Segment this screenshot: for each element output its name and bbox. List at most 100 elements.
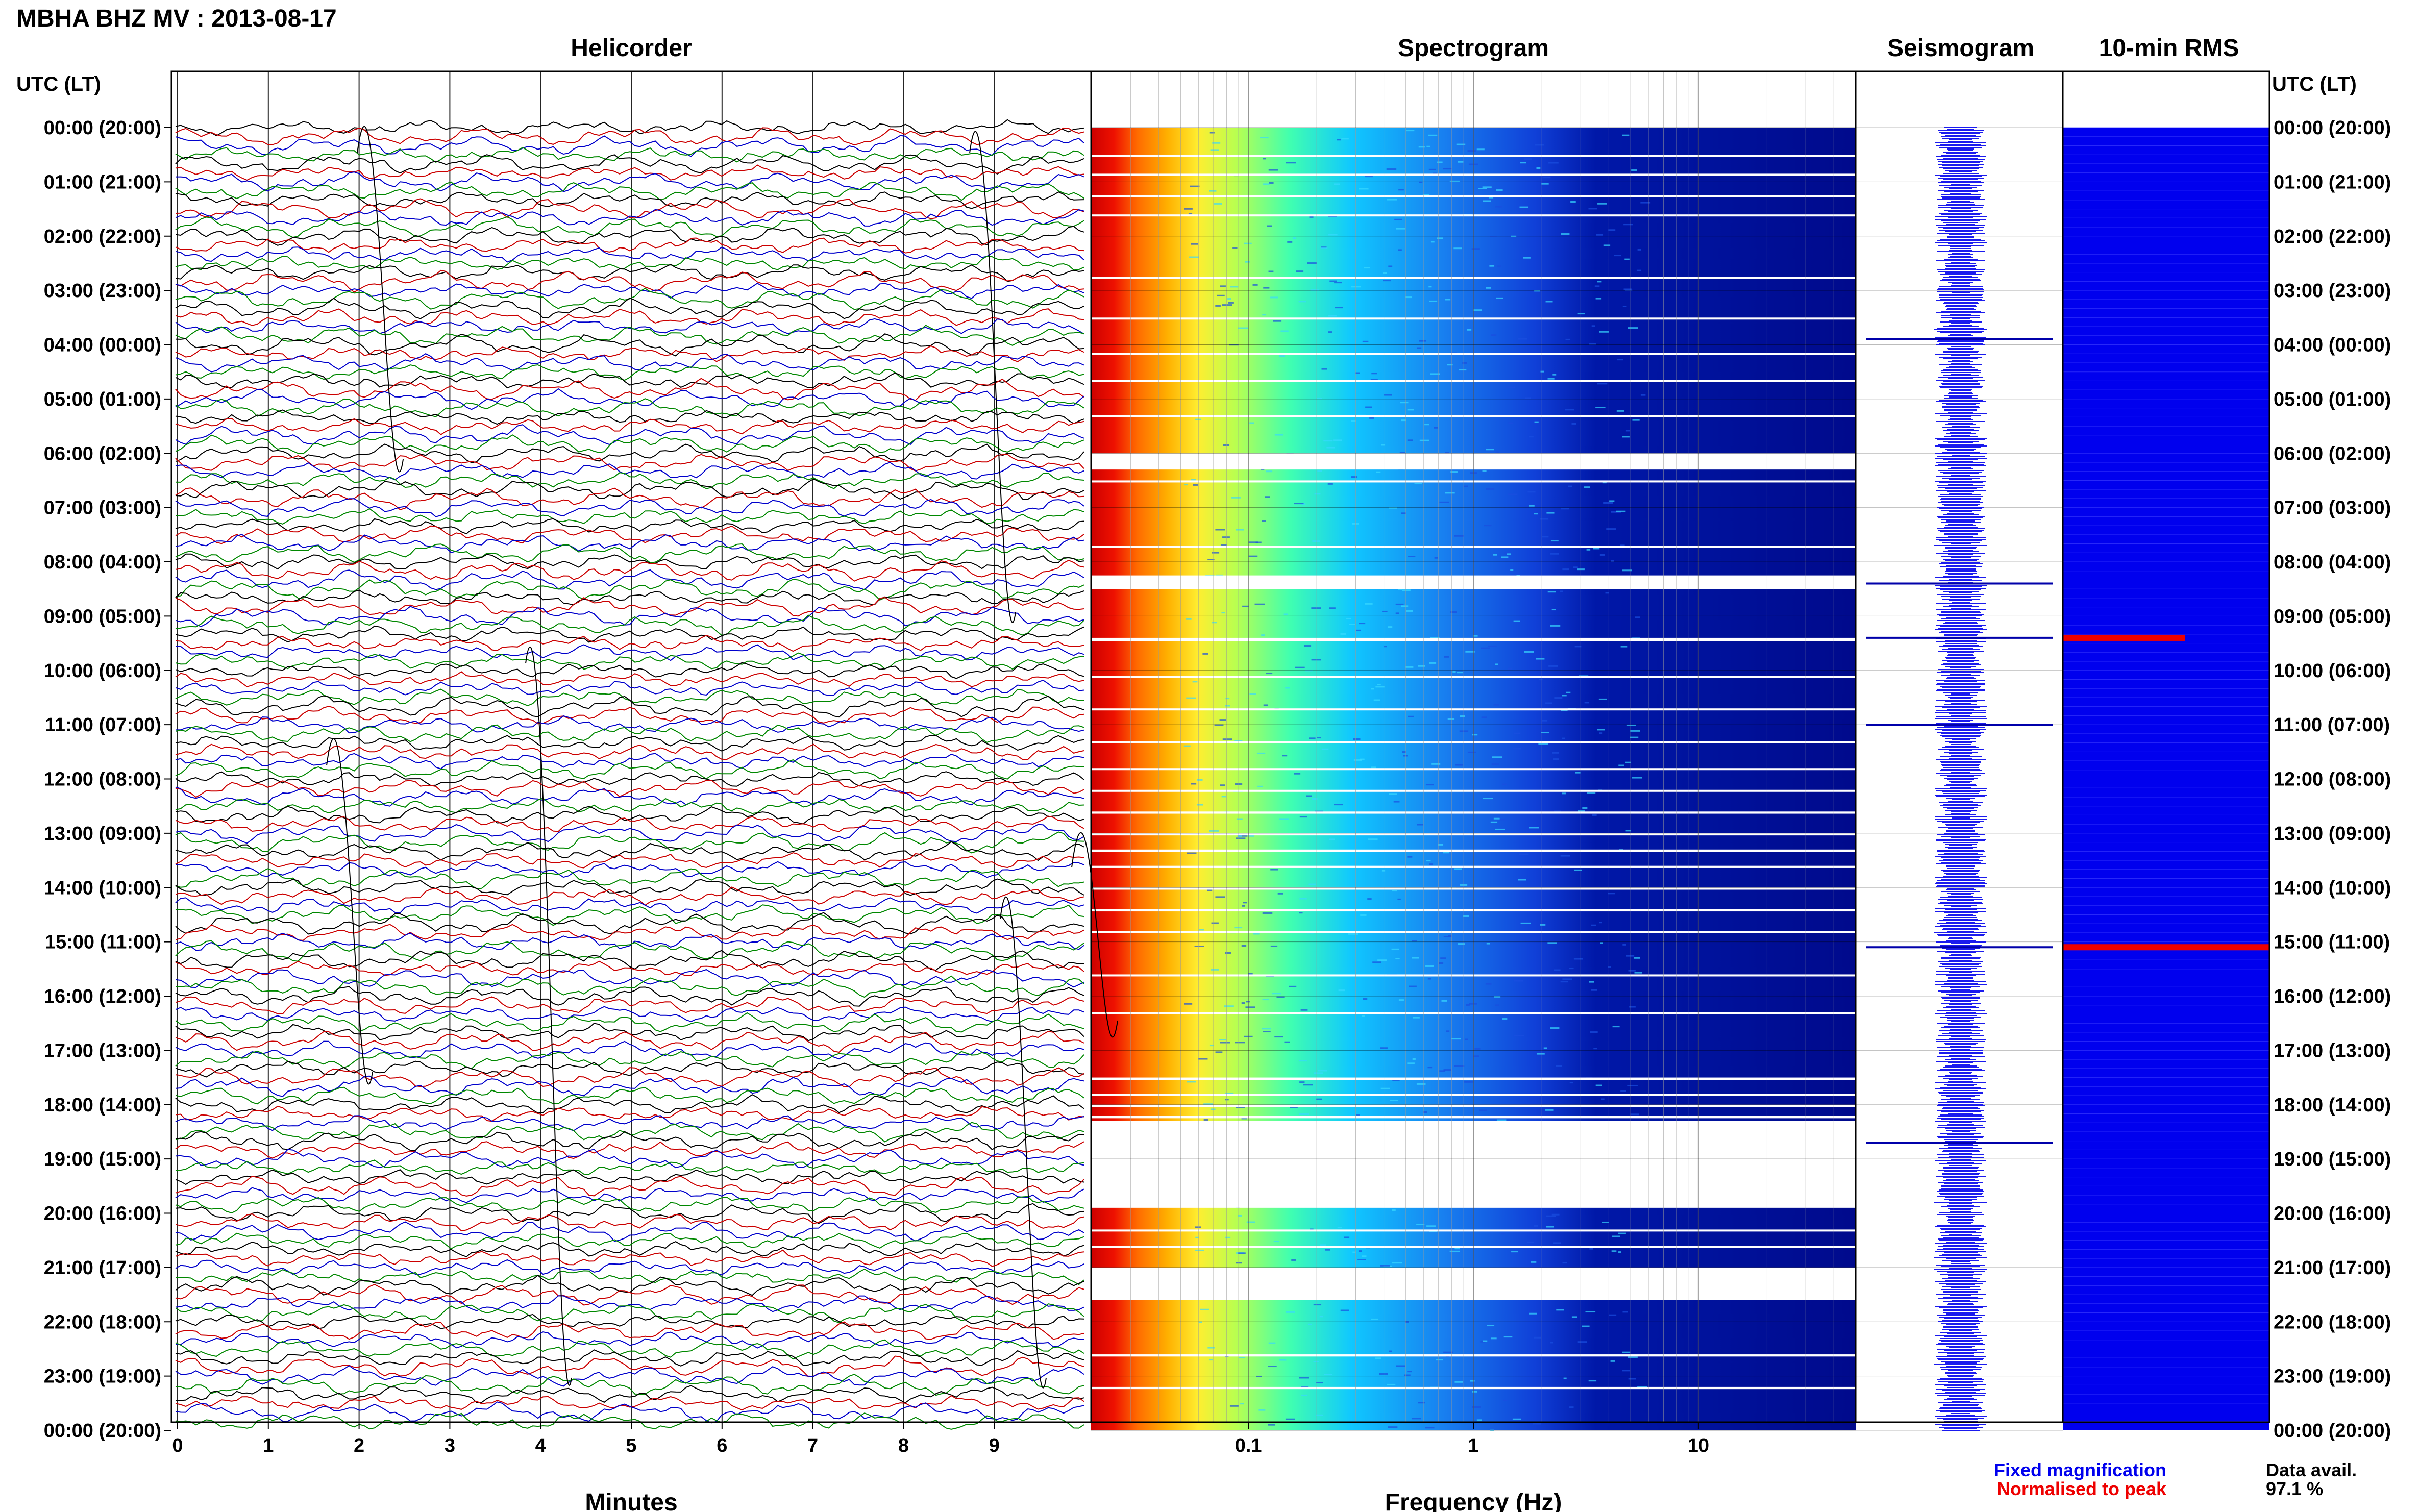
helicorder-trace (175, 1115, 1084, 1131)
spectrogram-speckle (1380, 1265, 1390, 1267)
spectrogram-speckle (1225, 1236, 1231, 1238)
spectrogram-speckle (1591, 924, 1596, 926)
spectrogram-speckle (1249, 693, 1256, 695)
spectrogram-speckle (1377, 684, 1381, 686)
spectrogram-speckle (1622, 134, 1630, 136)
helicorder-trace (175, 806, 1084, 825)
hour-label-left: 10:00 (06:00) (44, 660, 161, 682)
spectrogram-speckle (1577, 1341, 1587, 1343)
hour-label-right: 14:00 (10:00) (2274, 877, 2391, 899)
spectrogram-speckle (1464, 485, 1468, 487)
station-title: MBHA BHZ MV : 2013-08-17 (16, 5, 337, 32)
spectrogram-speckle (1346, 617, 1351, 619)
spectrogram-speckle (1508, 493, 1518, 495)
spectrogram-speckle (1437, 161, 1443, 163)
helicorder-trace (175, 1175, 1084, 1197)
spectrogram-speckle (1589, 981, 1594, 983)
spectrogram-speckle (1308, 883, 1316, 885)
helicorder-trace (175, 318, 1084, 335)
spectrogram-speckle (1203, 1103, 1213, 1105)
spectrogram-speckle (1534, 1336, 1541, 1339)
spectrogram-speckle (1276, 996, 1285, 998)
spectrogram-speckle (1359, 623, 1366, 625)
spectrogram-speckle (1458, 943, 1465, 945)
spectrogram-speckle (1299, 1081, 1305, 1083)
helicorder-trace (175, 462, 1084, 481)
spectrogram-speckle (1571, 423, 1576, 425)
spectrogram-speckle (1450, 611, 1457, 613)
spectrogram-speckle (1412, 1058, 1416, 1060)
spectrogram-speckle (1620, 646, 1628, 648)
spectrogram-speckle (1605, 592, 1609, 594)
hour-label-right: 17:00 (13:00) (2274, 1040, 2391, 1061)
helicorder-trace (175, 478, 1084, 500)
spectrogram-speckle (1514, 1106, 1520, 1108)
spectrogram-speckle (1467, 150, 1476, 152)
spectrogram-speckle (1398, 999, 1404, 1001)
helicorder-trace (175, 1086, 1084, 1105)
spectrogram-speckle (1599, 554, 1605, 556)
helicorder-trace (175, 181, 1084, 201)
spectrogram-speckle (1502, 783, 1508, 785)
spectrogram-speckle (1273, 1241, 1279, 1243)
helicorder-trace (175, 146, 1084, 163)
spectrogram-speckle (1597, 729, 1605, 731)
spectrogram-speckle (1404, 1374, 1411, 1376)
spectrogram-speckle (1395, 612, 1399, 614)
spectrogram-speckle (1636, 269, 1641, 271)
spectrogram-speckle (1270, 296, 1278, 299)
spectrogram-speckle (1566, 691, 1571, 693)
spectrogram-speckle (1524, 397, 1531, 399)
hour-label-right: 09:00 (05:00) (2274, 606, 2391, 627)
spectrogram-speckle (1575, 772, 1581, 774)
spectrogram-speckle (1268, 1366, 1277, 1368)
hour-label-right: 20:00 (16:00) (2274, 1203, 2391, 1225)
spectrogram-speckle (1335, 307, 1343, 309)
spectrogram-speckle (1427, 1067, 1433, 1069)
helicorder-trace (175, 912, 1084, 935)
spectrogram-speckle (1301, 1394, 1308, 1396)
spectrogram-speckle (1193, 484, 1198, 486)
spectrogram-speckle (1430, 241, 1435, 243)
hour-label-left: 13:00 (09:00) (44, 823, 161, 845)
spectrogram-speckle (1215, 896, 1225, 898)
spectrogram-speckle (1398, 249, 1402, 251)
spectrogram-speckle (1381, 870, 1386, 872)
spectrogram-speckle (1620, 544, 1625, 547)
spectrogram-speckle (1536, 1053, 1545, 1055)
helicorder-trace (175, 1105, 1084, 1122)
spectrogram-speckle (1368, 838, 1378, 840)
helicorder-trace (175, 518, 1084, 535)
spectrogram-speckle (1454, 1381, 1463, 1383)
spectrogram-speckle (1443, 168, 1452, 170)
spectrogram-speckle (1359, 188, 1369, 190)
spectrogram-speckle (1548, 162, 1559, 164)
spectrogram-speckle (1608, 966, 1611, 968)
spectrogram-speckle (1269, 182, 1274, 184)
spectrogram-speckle (1603, 244, 1611, 246)
spectrogram-speckle (1319, 1316, 1323, 1318)
spectrogram-speckle (1589, 1248, 1593, 1250)
spectrogram-speckle (1384, 646, 1387, 648)
spectrogram-speckle (1390, 1099, 1398, 1101)
spectrogram-speckle (1495, 206, 1502, 208)
spectrogram-speckle (1209, 1359, 1213, 1361)
spectrogram-speckle (1451, 1038, 1461, 1040)
helicorder-title: Helicorder (571, 35, 692, 62)
spectrogram-speckle (1553, 1242, 1561, 1244)
helicorder-trace (175, 715, 1084, 734)
spectrogram-speckle (1317, 398, 1322, 400)
spectrogram-speckle (1184, 1003, 1193, 1005)
spectrogram-speckle (1305, 670, 1313, 672)
helicorder-trace (175, 1321, 1084, 1340)
spectrogram-speckle (1328, 331, 1332, 333)
spectrogram-speckle (1329, 838, 1335, 840)
spectrogram-speckle (1294, 503, 1304, 505)
spectrogram-speckle (1501, 1233, 1505, 1235)
spectrogram-speckle (1318, 1070, 1327, 1072)
spectrogram-speckle (1618, 1251, 1621, 1253)
helicorder-trace (175, 345, 1084, 362)
spectrogram-speckle (1230, 286, 1239, 288)
helicorder-trace (175, 815, 1084, 833)
spectrogram-speckle (1595, 407, 1606, 409)
